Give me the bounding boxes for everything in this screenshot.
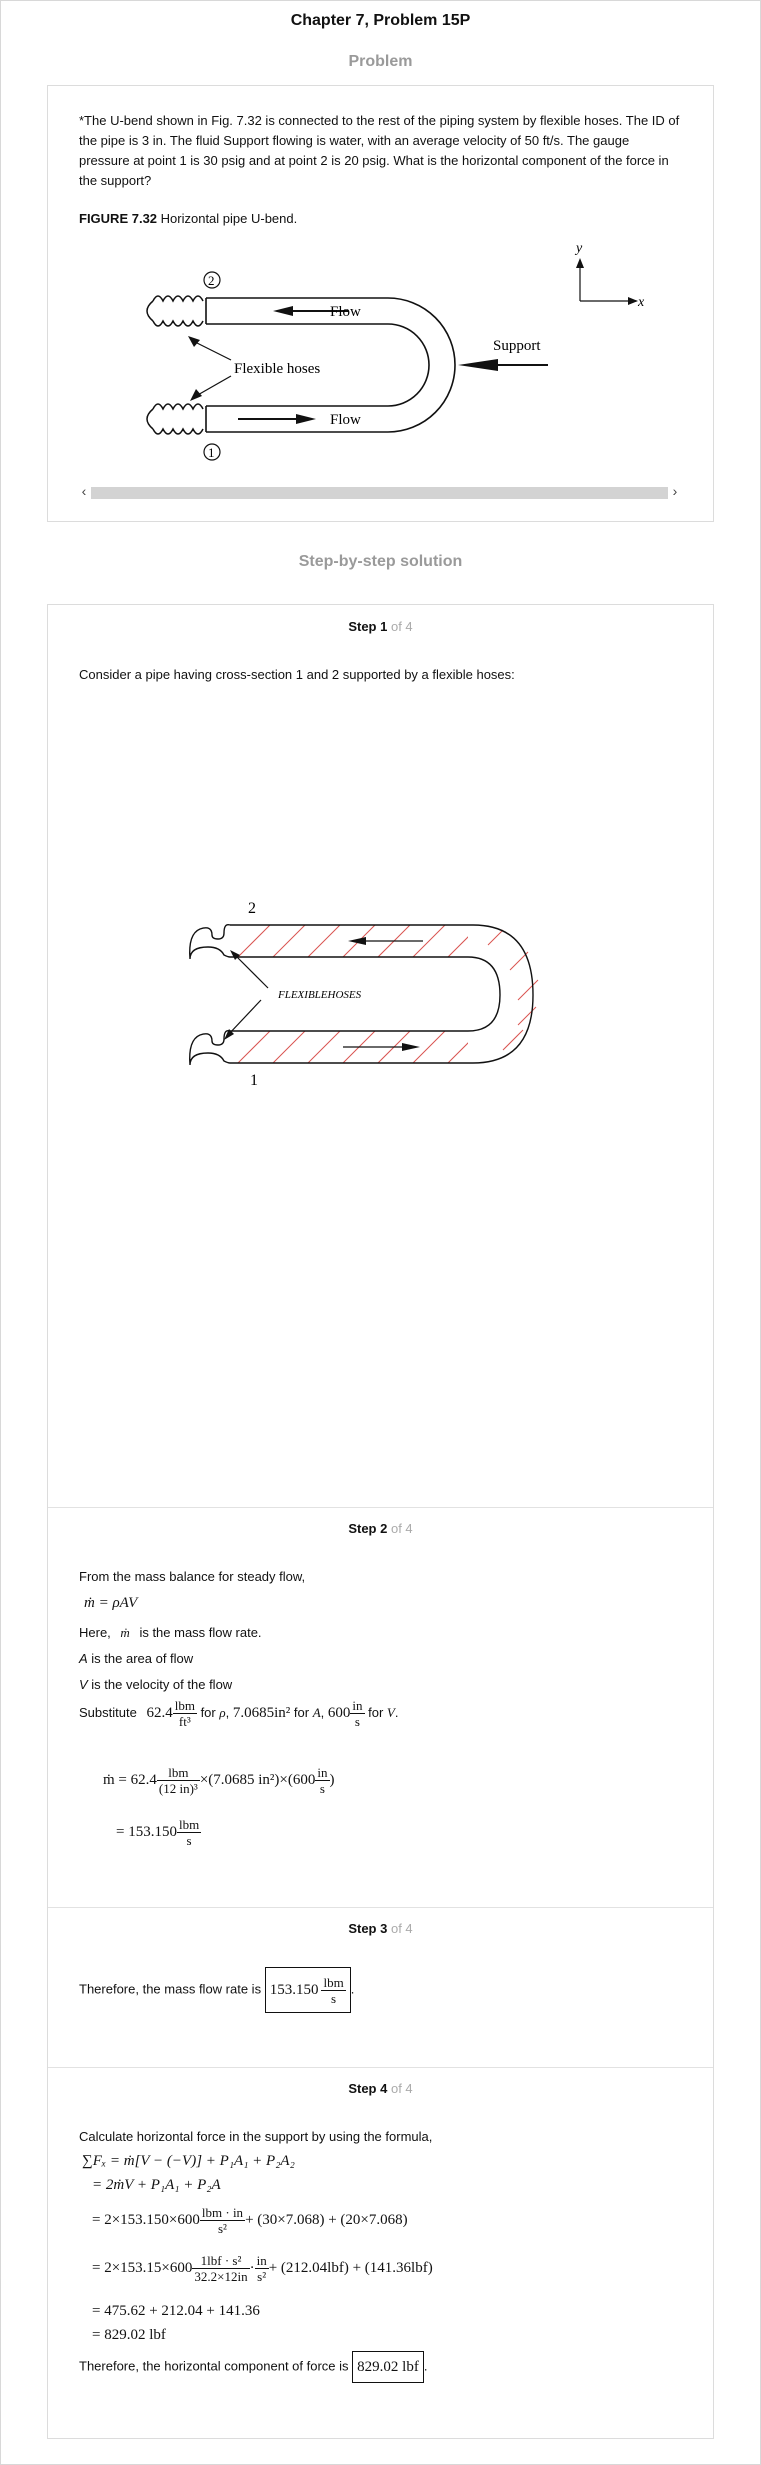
flexible-hose-top <box>146 295 204 327</box>
figure-caption-text: Horizontal pipe U-bend. <box>157 211 298 226</box>
figure-scrollbar[interactable]: ‹ › <box>77 483 682 499</box>
step2-intro: From the mass balance for steady flow, <box>79 1569 306 1584</box>
x-axis-label: x <box>637 295 645 310</box>
step4-header: Step 4 of 4 <box>48 2081 713 2096</box>
scroll-track[interactable] <box>91 487 668 499</box>
step-divider-3 <box>48 2067 713 2068</box>
solution-card: Step 1 of 4 Consider a pipe having cross… <box>47 604 714 2439</box>
step1-label: Step 1 <box>348 619 388 634</box>
step2-v-def: V is the velocity of the flow <box>79 1677 233 1692</box>
step2-result: = 153.150 lbm s <box>116 1817 202 1848</box>
step4-line5: = 475.62 + 212.04 + 141.36 <box>92 2303 260 2319</box>
step2-substitute: Substitute 62.4 lbm ft³ for ρ, 7.0685in² f… <box>79 1698 399 1730</box>
step2-here: Here, ṁ is the mass flow rate. <box>79 1625 262 1640</box>
step4-line4: = 2×153.15×600 1lbf · s² 32.2×12in · in s² + (… <box>92 2253 433 2284</box>
step3-answer-box: 153.150 lbm s <box>264 1967 351 2013</box>
step1-hoses-label: FLEXIBLEHOSES <box>277 989 362 1001</box>
flow-label-bottom: Flow <box>330 412 361 428</box>
step4-line6: = 829.02 lbf <box>92 2327 166 2343</box>
hoses-label: Flexible hoses <box>234 361 320 377</box>
step2-calc: ṁ = 62.4 lbm (12 in)³ ×(7.0685 in²)×(600 in s… <box>103 1765 335 1796</box>
step3-of: of 4 <box>390 1921 413 1936</box>
step4-intro: Calculate horizontal force in the suppor… <box>79 2129 433 2144</box>
step4-line3: = 2×153.150×600 lbm · in s² + (30×7.068) + … <box>92 2205 408 2236</box>
step3-header: Step 3 of 4 <box>48 1921 713 1936</box>
flexible-hose-bottom <box>146 403 204 435</box>
u-bend-pipe <box>205 297 456 433</box>
step1-label-1: 1 <box>250 1072 258 1089</box>
page-title: Chapter 7, Problem 15P <box>290 12 471 29</box>
step1-pipe <box>230 924 534 1064</box>
solution-heading: Step-by-step solution <box>298 553 463 570</box>
step4-of: of 4 <box>390 2081 413 2096</box>
step-divider-1 <box>48 1507 713 1508</box>
step2-header: Step 2 of 4 <box>48 1521 713 1536</box>
step1-label-2: 2 <box>248 900 256 917</box>
step2-a-def: A is the area of flow <box>79 1651 194 1666</box>
step4-answer-box: 829.02 lbf <box>352 2351 424 2383</box>
step4-line1: ∑Fₓ = ṁ[V − (−V)] + P₁A₁ + P₂A₂ <box>82 2153 295 2169</box>
step-divider-2 <box>48 1907 713 1908</box>
step1-header: Step 1 of 4 <box>48 619 713 634</box>
step2-eq1: ṁ = ρAV <box>84 1595 138 1611</box>
step1-hoses <box>189 923 231 1066</box>
flow-label-top: Flow <box>330 304 361 320</box>
step4-label: Step 4 <box>348 2081 388 2096</box>
step1-text: Consider a pipe having cross-section 1 a… <box>79 667 515 682</box>
problem-heading: Problem <box>348 53 413 70</box>
step4-final: Therefore, the horizontal component of f… <box>79 2351 682 2383</box>
problem-card: *The U-bend shown in Fig. 7.32 is connec… <box>47 85 714 522</box>
scroll-right-icon[interactable]: › <box>672 483 678 499</box>
u-bend-figure: Flow Flow Flexible hoses 2 1 Support y x <box>146 241 645 461</box>
step2-of: of 4 <box>390 1521 413 1536</box>
point2-label: 2 <box>208 273 215 288</box>
scroll-left-icon[interactable]: ‹ <box>81 483 87 499</box>
step4-line2: = 2ṁV + P₁A₁ + P₂A <box>92 2177 221 2193</box>
figure-caption: FIGURE 7.32 Horizontal pipe U-bend. <box>79 209 682 229</box>
step3-label: Step 3 <box>348 1921 388 1936</box>
step1-figure: FLEXIBLEHOSES 2 1 <box>189 900 539 1089</box>
step1-of: of 4 <box>390 619 413 634</box>
point1-label: 1 <box>208 445 215 460</box>
step3-text: Therefore, the mass flow rate is 153.150… <box>79 1967 682 2013</box>
y-axis-label: y <box>574 241 583 256</box>
support-label: Support <box>493 338 541 354</box>
figure-label: FIGURE 7.32 <box>79 211 158 226</box>
step2-label: Step 2 <box>348 1521 388 1536</box>
problem-text: *The U-bend shown in Fig. 7.32 is connec… <box>79 113 680 188</box>
